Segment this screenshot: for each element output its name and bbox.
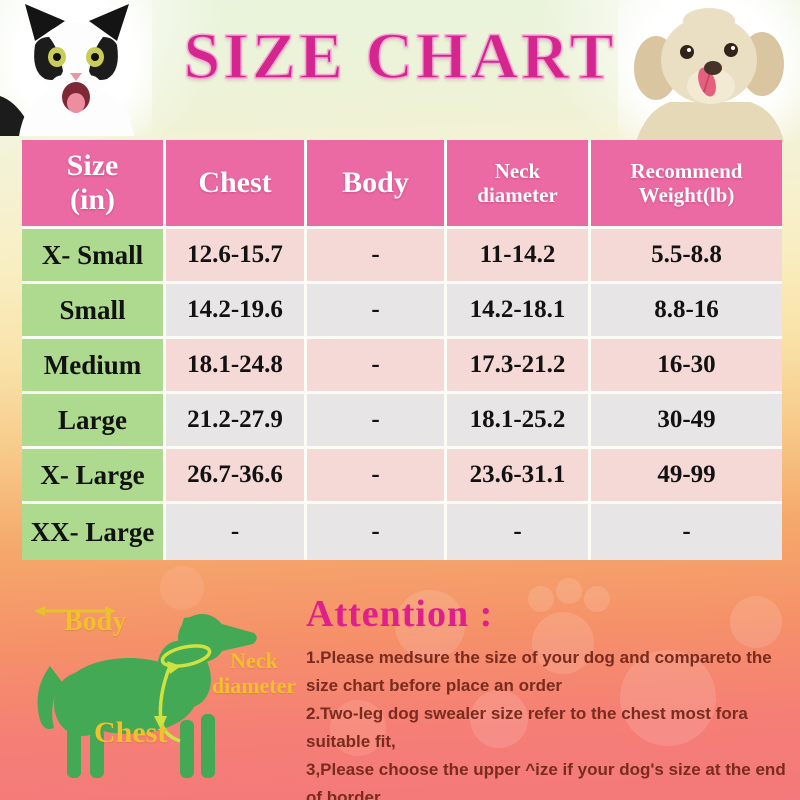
decor-blob <box>528 586 554 612</box>
attention-note-3: 3,Please choose the upper ^ize if your d… <box>306 760 786 800</box>
size-cell: X- Large <box>22 449 163 501</box>
header-cell-chest: Chest <box>166 140 304 226</box>
value-cell: 30-49 <box>591 394 782 446</box>
measurement-diagram: Body Neck diameter Chest <box>20 580 310 795</box>
header-cell-neck: Neck diameter <box>447 140 588 226</box>
value-cell: - <box>447 504 588 560</box>
attention-section: Attention : 1.Please medsure the size of… <box>306 592 790 800</box>
dog-illustration <box>634 8 784 142</box>
value-cell: - <box>307 504 444 560</box>
decor-blob <box>395 590 465 660</box>
header-cell-size: Size (in) <box>22 140 163 226</box>
decor-blob <box>620 650 716 746</box>
cat-illustration <box>0 4 134 136</box>
value-cell: 18.1-25.2 <box>447 394 588 446</box>
neck-arrowhead <box>167 661 181 674</box>
value-cell: 21.2-27.9 <box>166 394 304 446</box>
attention-note-2: 2.Two-leg dog swealer size refer to the … <box>306 704 748 752</box>
value-cell: 26.7-36.6 <box>166 449 304 501</box>
value-cell: 16-30 <box>591 339 782 391</box>
cat-photo <box>0 0 152 136</box>
value-cell: - <box>307 394 444 446</box>
value-cell: 14.2-19.6 <box>166 284 304 336</box>
value-cell: 11-14.2 <box>447 229 588 281</box>
decor-blob <box>730 596 782 648</box>
body-measure-arrow <box>34 606 116 616</box>
chest-arrowhead <box>154 716 167 730</box>
dog-silhouette <box>37 614 257 778</box>
value-cell: 14.2-18.1 <box>447 284 588 336</box>
chest-label: Chest <box>94 716 168 749</box>
decor-blob <box>556 578 582 604</box>
value-cell: 8.8-16 <box>591 284 782 336</box>
page-title: SIZE CHART <box>183 20 617 93</box>
value-cell: 49-99 <box>591 449 782 501</box>
value-cell: - <box>307 339 444 391</box>
size-cell: Large <box>22 394 163 446</box>
value-cell: 5.5-8.8 <box>591 229 782 281</box>
value-cell: 23.6-31.1 <box>447 449 588 501</box>
value-cell: - <box>307 284 444 336</box>
value-cell: - <box>591 504 782 560</box>
header-cell-body: Body <box>307 140 444 226</box>
size-cell: XX- Large <box>22 504 163 560</box>
value-cell: 18.1-24.8 <box>166 339 304 391</box>
decor-blob <box>470 690 528 748</box>
size-cell: Medium <box>22 339 163 391</box>
value-cell: - <box>307 449 444 501</box>
dog-photo <box>618 0 800 142</box>
decor-paw-blob <box>532 612 594 674</box>
size-table: Size (in) Chest Body Neck diameter Recom… <box>22 140 782 560</box>
attention-note-1: 1.Please medsure the size of your dog an… <box>306 648 772 696</box>
decor-blob <box>330 700 386 756</box>
value-cell: - <box>166 504 304 560</box>
attention-heading: Attention : <box>306 593 494 635</box>
size-cell: X- Small <box>22 229 163 281</box>
size-cell: Small <box>22 284 163 336</box>
value-cell: 12.6-15.7 <box>166 229 304 281</box>
decor-blob <box>584 586 610 612</box>
decor-blob <box>160 566 204 610</box>
body-label: Body <box>64 606 127 637</box>
value-cell: - <box>307 229 444 281</box>
value-cell: 17.3-21.2 <box>447 339 588 391</box>
header-cell-weight: Recommend Weight(lb) <box>591 140 782 226</box>
neck-diameter-label: Neck diameter <box>211 648 297 699</box>
